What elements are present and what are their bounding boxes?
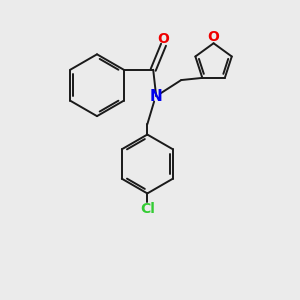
Text: N: N	[150, 89, 163, 104]
Text: Cl: Cl	[140, 202, 155, 216]
Text: O: O	[158, 32, 169, 46]
Text: O: O	[208, 30, 220, 44]
